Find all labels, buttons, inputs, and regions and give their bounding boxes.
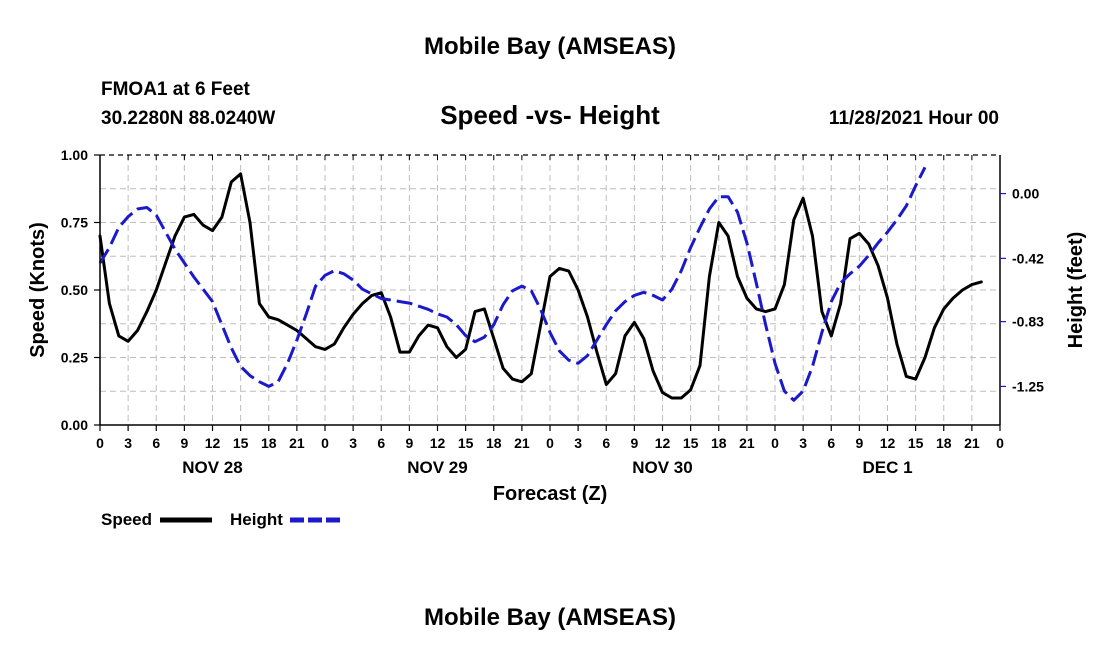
x-tick-label: 12: [655, 435, 671, 451]
y-right-tick-label: -1.25: [1012, 378, 1044, 394]
x-tick-label: 9: [855, 435, 863, 451]
x-tick-label: 18: [261, 435, 277, 451]
series-speed-line: [98, 172, 983, 400]
x-tick-label: 0: [546, 435, 554, 451]
x-tick-label: 21: [514, 435, 530, 451]
y-left-tick-label: 0.75: [61, 215, 88, 231]
location-label: 30.2280N 88.0240W: [101, 108, 275, 129]
y-left-tick-label: 0.50: [61, 282, 88, 298]
x-day-label: NOV 29: [407, 458, 467, 477]
datetime-label: 11/28/2021 Hour 00: [829, 108, 999, 129]
x-tick-label: 9: [180, 435, 188, 451]
footer-title: Mobile Bay (AMSEAS): [424, 604, 676, 631]
chart-title: Speed -vs- Height: [440, 100, 660, 130]
x-tick-label: 15: [683, 435, 699, 451]
y-right-tick-label: 0.00: [1012, 186, 1039, 202]
grid-lines: [100, 155, 1000, 425]
x-tick-label: 0: [321, 435, 329, 451]
y-axis-left-label: Speed (Knots): [27, 222, 49, 358]
y-axis-right-label: Height (feet): [1065, 232, 1087, 349]
x-tick-label: 3: [574, 435, 582, 451]
x-tick-label: 12: [430, 435, 446, 451]
x-tick-label: 18: [711, 435, 727, 451]
x-day-label: DEC 1: [862, 458, 912, 477]
x-tick-label: 12: [880, 435, 896, 451]
y-right-tick-label: -0.42: [1012, 250, 1044, 266]
x-tick-label: 15: [908, 435, 924, 451]
series-group: [98, 166, 983, 402]
x-day-label: NOV 28: [182, 458, 242, 477]
x-tick-label: 6: [377, 435, 385, 451]
y-left-tick-label: 0.25: [61, 350, 88, 366]
x-tick-label: 12: [205, 435, 221, 451]
y-left-tick-label: 1.00: [61, 147, 88, 163]
x-day-label: NOV 30: [632, 458, 692, 477]
y-left-tick-label: 0.00: [61, 417, 88, 433]
x-tick-label: 18: [486, 435, 502, 451]
x-tick-label: 9: [630, 435, 638, 451]
x-tick-label: 6: [602, 435, 610, 451]
x-tick-label: 3: [124, 435, 132, 451]
x-tick-label: 15: [233, 435, 249, 451]
x-tick-label: 9: [405, 435, 413, 451]
x-tick-label: 0: [996, 435, 1004, 451]
x-axis-label: Forecast (Z): [493, 483, 607, 505]
legend: Speed Height: [101, 510, 342, 529]
x-tick-label: 3: [799, 435, 807, 451]
y-right-tick-label: -0.83: [1012, 314, 1044, 330]
x-tick-label: 21: [964, 435, 980, 451]
x-tick-label: 6: [827, 435, 835, 451]
x-tick-label: 0: [771, 435, 779, 451]
x-tick-label: 21: [289, 435, 305, 451]
x-tick-label: 15: [458, 435, 474, 451]
axis-ticks: 0 3 6 9 12 15 18 21 0 3 6 9 12 15 18 21 0 3 6 9 12 15 18 21 0 3 6 9…: [61, 147, 1044, 477]
x-tick-label: 3: [349, 435, 357, 451]
x-tick-label: 18: [936, 435, 952, 451]
station-label: FMOA1 at 6 Feet: [101, 79, 251, 100]
x-tick-label: 0: [96, 435, 104, 451]
page-title: Mobile Bay (AMSEAS): [424, 33, 676, 60]
legend-speed-label: Speed: [101, 510, 152, 529]
x-tick-label: 21: [739, 435, 755, 451]
x-tick-label: 6: [152, 435, 160, 451]
series-height-line: [98, 166, 927, 402]
legend-height-label: Height: [230, 510, 283, 529]
